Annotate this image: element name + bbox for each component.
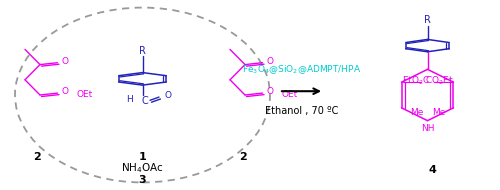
Text: EtO$_2$C: EtO$_2$C (402, 75, 430, 87)
Text: CO$_2$Et: CO$_2$Et (424, 75, 454, 87)
Text: H: H (126, 95, 134, 104)
Text: 2: 2 (34, 152, 42, 162)
Text: O: O (266, 57, 274, 66)
Text: OEt: OEt (76, 89, 93, 99)
Text: NH: NH (421, 124, 434, 133)
Text: R: R (139, 46, 146, 56)
Text: 3: 3 (138, 175, 146, 184)
Text: C: C (142, 96, 148, 106)
Text: 2: 2 (238, 152, 246, 162)
Text: 4: 4 (428, 165, 436, 175)
Text: O: O (164, 91, 172, 100)
Text: Me: Me (432, 108, 445, 117)
Text: O: O (62, 87, 68, 96)
Text: O: O (62, 57, 68, 66)
Text: Fe$_3$O$_4$@SiO$_2$@ADMPT/HPA: Fe$_3$O$_4$@SiO$_2$@ADMPT/HPA (242, 63, 361, 76)
Text: NH$_4$OAc: NH$_4$OAc (121, 161, 164, 175)
Text: OEt: OEt (282, 89, 298, 99)
Text: R: R (424, 15, 431, 25)
Text: O: O (266, 87, 274, 96)
Text: 1: 1 (138, 152, 146, 162)
Text: Ethanol , 70 ºC: Ethanol , 70 ºC (265, 106, 338, 116)
Text: Me: Me (410, 108, 423, 117)
